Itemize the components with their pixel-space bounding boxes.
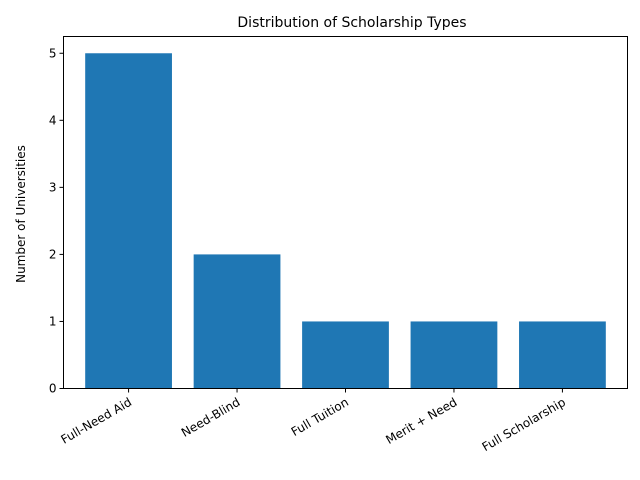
x-tick-label-merit-need: Merit + Need (383, 395, 459, 447)
y-axis: 0 1 2 3 4 5 (49, 46, 64, 396)
x-axis: Full-Need Aid Need-Blind Full Tuition Merit… (58, 388, 568, 454)
x-tick-label-need-blind: Need-Blind (179, 395, 243, 440)
y-axis-label: Number of Universities (14, 145, 28, 283)
x-tick-label-full-scholarship: Full Scholarship (480, 395, 568, 454)
y-tick-label: 1 (49, 314, 57, 328)
y-tick-label: 0 (49, 382, 57, 396)
y-tick-label: 4 (49, 113, 57, 127)
y-tick-label: 2 (49, 247, 57, 261)
x-tick-label-full-need-aid: Full-Need Aid (58, 395, 134, 447)
x-tick-label-full-tuition: Full Tuition (289, 395, 351, 439)
y-tick-label: 5 (49, 46, 57, 60)
bar-full-need-aid (85, 53, 172, 389)
bar-full-tuition (302, 321, 389, 389)
y-tick-label: 3 (49, 180, 57, 194)
bar-full-scholarship (519, 321, 606, 389)
chart-title: Distribution of Scholarship Types (237, 15, 466, 31)
bar-need-blind (193, 254, 281, 389)
plot-frame (63, 36, 628, 389)
bars-layer (85, 53, 606, 389)
bar-merit-need (410, 321, 498, 389)
